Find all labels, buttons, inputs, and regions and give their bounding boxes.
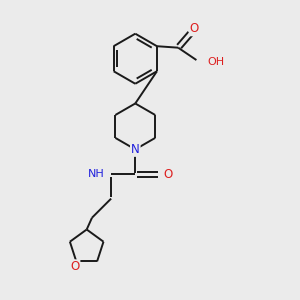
Text: N: N: [131, 143, 140, 156]
Text: O: O: [190, 22, 199, 35]
Text: OH: OH: [207, 56, 224, 67]
Text: O: O: [70, 260, 80, 273]
Text: NH: NH: [88, 169, 105, 179]
Text: O: O: [163, 168, 172, 181]
